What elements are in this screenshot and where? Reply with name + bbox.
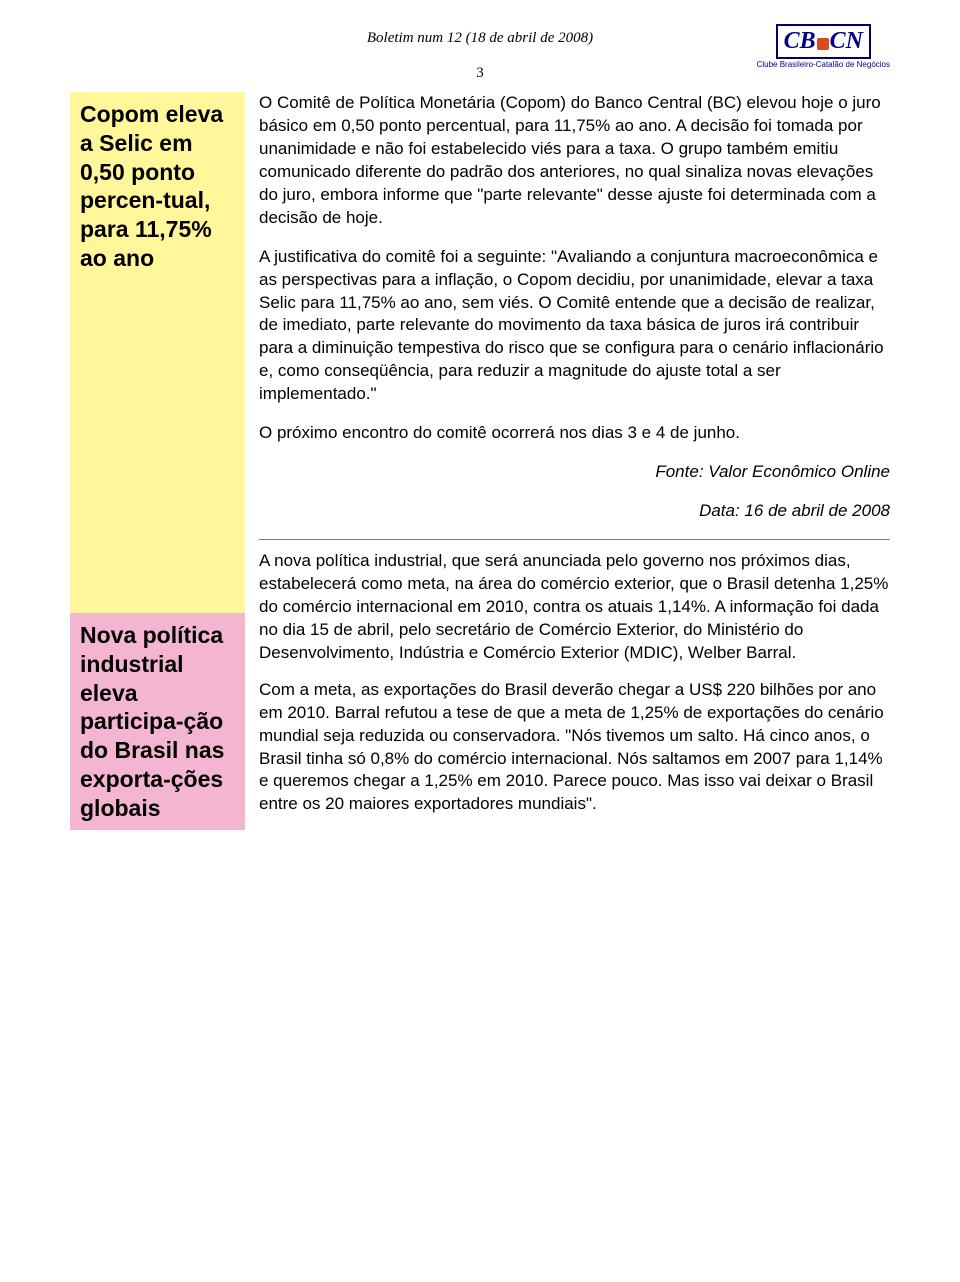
article-politica: A nova política industrial, que será anu… [259, 550, 890, 816]
logo-text-left: CB [784, 28, 816, 54]
sidebar-block-copom: Copom eleva a Selic em 0,50 ponto percen… [70, 92, 245, 613]
article1-p3: O próximo encontro do comitê ocorrerá no… [259, 422, 890, 445]
article2-p2: Com a meta, as exportações do Brasil dev… [259, 679, 890, 817]
main-content: Copom eleva a Selic em 0,50 ponto percen… [70, 92, 890, 830]
sidebar-block-politica: Nova política industrial eleva participa… [70, 613, 245, 830]
logo-box: CB CN [776, 24, 871, 59]
page-header: Boletim num 12 (18 de abril de 2008) 3 C… [70, 30, 890, 82]
page-number: 3 [367, 65, 593, 82]
logo-text-right: CN [830, 28, 863, 54]
article2-p1: A nova política industrial, que será anu… [259, 550, 890, 665]
divider [259, 539, 890, 540]
bulletin-title: Boletim num 12 (18 de abril de 2008) [367, 30, 593, 47]
article1-p1: O Comitê de Política Monetária (Copom) d… [259, 92, 890, 230]
sidebar: Copom eleva a Selic em 0,50 ponto percen… [70, 92, 245, 830]
logo-dot-icon [817, 38, 829, 50]
article1-p2: A justificativa do comitê foi a seguinte… [259, 246, 890, 407]
article1-date: Data: 16 de abril de 2008 [259, 500, 890, 523]
logo-subtitle: Clube Brasileiro-Catalão de Negócios [757, 60, 890, 69]
article-copom: O Comitê de Política Monetária (Copom) d… [259, 92, 890, 523]
article-column: O Comitê de Política Monetária (Copom) d… [259, 92, 890, 830]
article1-source: Fonte: Valor Econômico Online [259, 461, 890, 484]
logo: CB CN Clube Brasileiro-Catalão de Negócio… [757, 24, 890, 69]
